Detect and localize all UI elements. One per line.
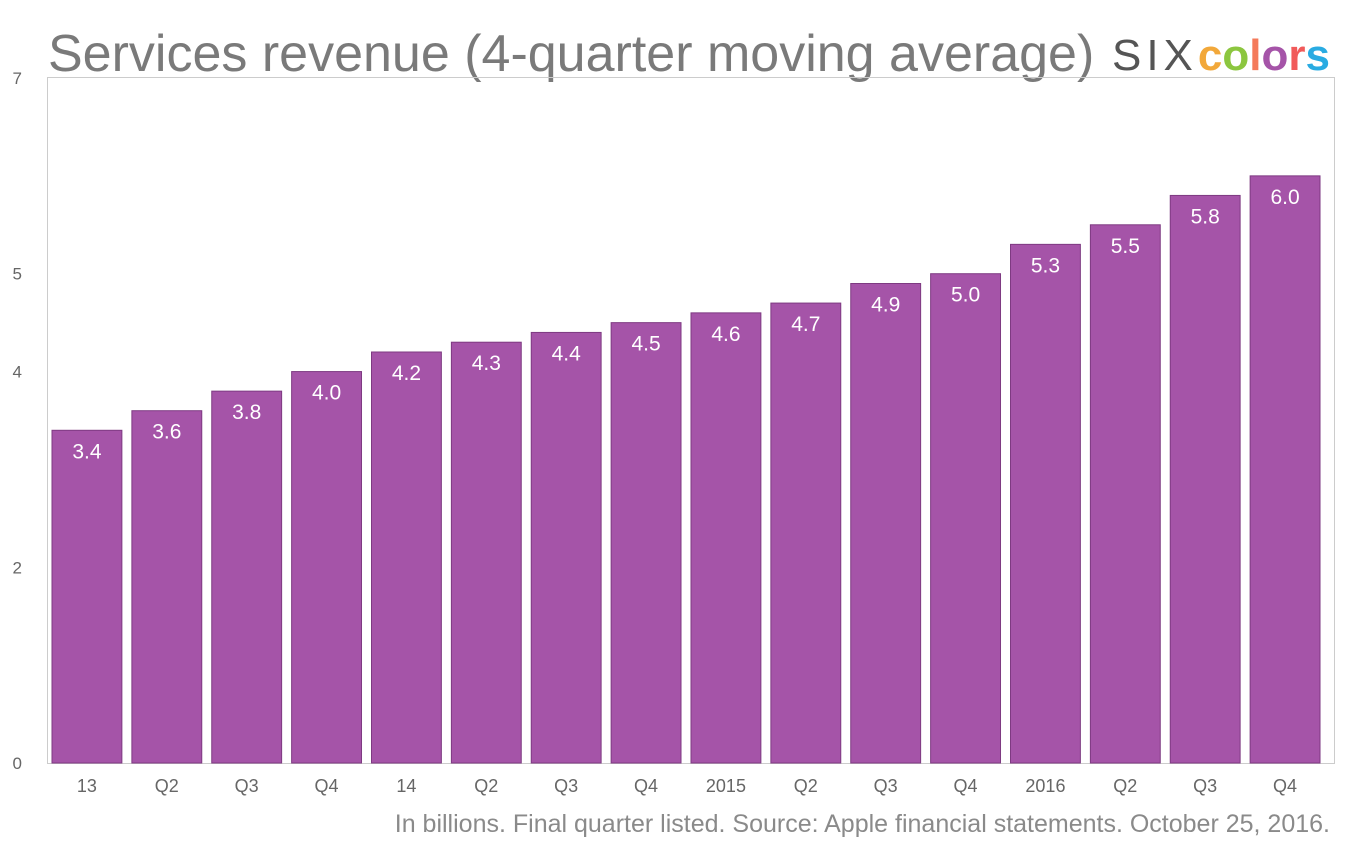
- y-tick-label: 5: [13, 265, 22, 284]
- x-tick-label: Q2: [794, 776, 818, 796]
- data-label: 3.8: [232, 401, 261, 424]
- data-label: 4.6: [711, 323, 740, 346]
- data-label: 5.5: [1111, 235, 1140, 258]
- data-label: 4.3: [472, 352, 501, 375]
- logo-letter: o: [1261, 31, 1289, 80]
- bar: [1089, 224, 1161, 764]
- y-axis: 0 2 4 5 7: [13, 69, 22, 773]
- x-tick-label: 2016: [1025, 776, 1065, 796]
- x-tick-label: 14: [396, 776, 416, 796]
- bar: [770, 302, 842, 764]
- data-label: 4.4: [552, 342, 582, 365]
- x-tick-label: Q4: [954, 776, 978, 796]
- data-label: 3.6: [152, 421, 181, 444]
- data-label: 5.8: [1191, 205, 1220, 228]
- bar: [1249, 175, 1321, 764]
- data-label: 5.0: [951, 284, 980, 307]
- bar: [131, 410, 203, 764]
- x-tick-label: Q3: [874, 776, 898, 796]
- y-tick-label: 0: [13, 754, 22, 773]
- y-tick-label: 4: [13, 363, 22, 382]
- x-tick-label: 2015: [706, 776, 746, 796]
- bar: [1010, 243, 1081, 764]
- logo-letter: l: [1249, 31, 1262, 80]
- bar: [690, 312, 762, 764]
- logo-text-colors: colors: [1198, 31, 1330, 80]
- data-label: 4.2: [392, 362, 421, 385]
- logo-letter: s: [1305, 31, 1330, 80]
- bar: [371, 351, 442, 764]
- x-tick-label: Q2: [1113, 776, 1137, 796]
- logo-letter: c: [1197, 31, 1223, 80]
- bar: [291, 371, 363, 764]
- data-label: 5.3: [1031, 254, 1060, 277]
- logo-letter: o: [1222, 31, 1250, 80]
- x-tick-label: Q3: [554, 776, 578, 796]
- bars: [51, 175, 1321, 764]
- x-tick-label: Q4: [1273, 776, 1297, 796]
- data-labels: 3.4 3.6 3.8 4.0 4.2 4.3 4.4 4.5 4.6 4.7 4.9 5.0 5.3 5…: [72, 186, 1299, 463]
- bar: [610, 322, 682, 764]
- data-label: 4.7: [791, 313, 820, 336]
- data-label: 4.0: [312, 382, 341, 405]
- y-tick-label: 2: [13, 558, 22, 577]
- logo-letter: r: [1288, 31, 1306, 80]
- data-label: 4.9: [871, 294, 900, 317]
- data-label: 3.4: [72, 440, 102, 463]
- bar: [930, 273, 1002, 764]
- logo-text-six: SIX: [1111, 31, 1198, 80]
- x-tick-label: Q3: [235, 776, 259, 796]
- chart-title: Services revenue (4-quarter moving avera…: [48, 25, 1095, 83]
- bar: [850, 283, 922, 764]
- bar: [211, 390, 283, 764]
- x-axis: 13 Q2 Q3 Q4 14 Q2 Q3 Q4 2015 Q2 Q3 Q4 2016 Q2 Q3 Q4: [77, 776, 1297, 796]
- data-label: 6.0: [1270, 186, 1299, 209]
- sixcolors-logo: SIXcolors: [1112, 30, 1330, 82]
- x-tick-label: Q3: [1193, 776, 1217, 796]
- bar: [530, 331, 602, 764]
- x-tick-label: Q2: [474, 776, 498, 796]
- bar: [1169, 194, 1241, 764]
- x-tick-label: Q2: [155, 776, 179, 796]
- bar: [51, 429, 123, 764]
- x-tick-label: Q4: [315, 776, 339, 796]
- chart-source-note: In billions. Final quarter listed. Sourc…: [394, 810, 1330, 838]
- x-tick-label: Q4: [634, 776, 658, 796]
- data-label: 4.5: [631, 333, 660, 356]
- y-tick-label: 7: [13, 69, 22, 88]
- x-tick-label: 13: [77, 776, 97, 796]
- bar: [450, 341, 522, 764]
